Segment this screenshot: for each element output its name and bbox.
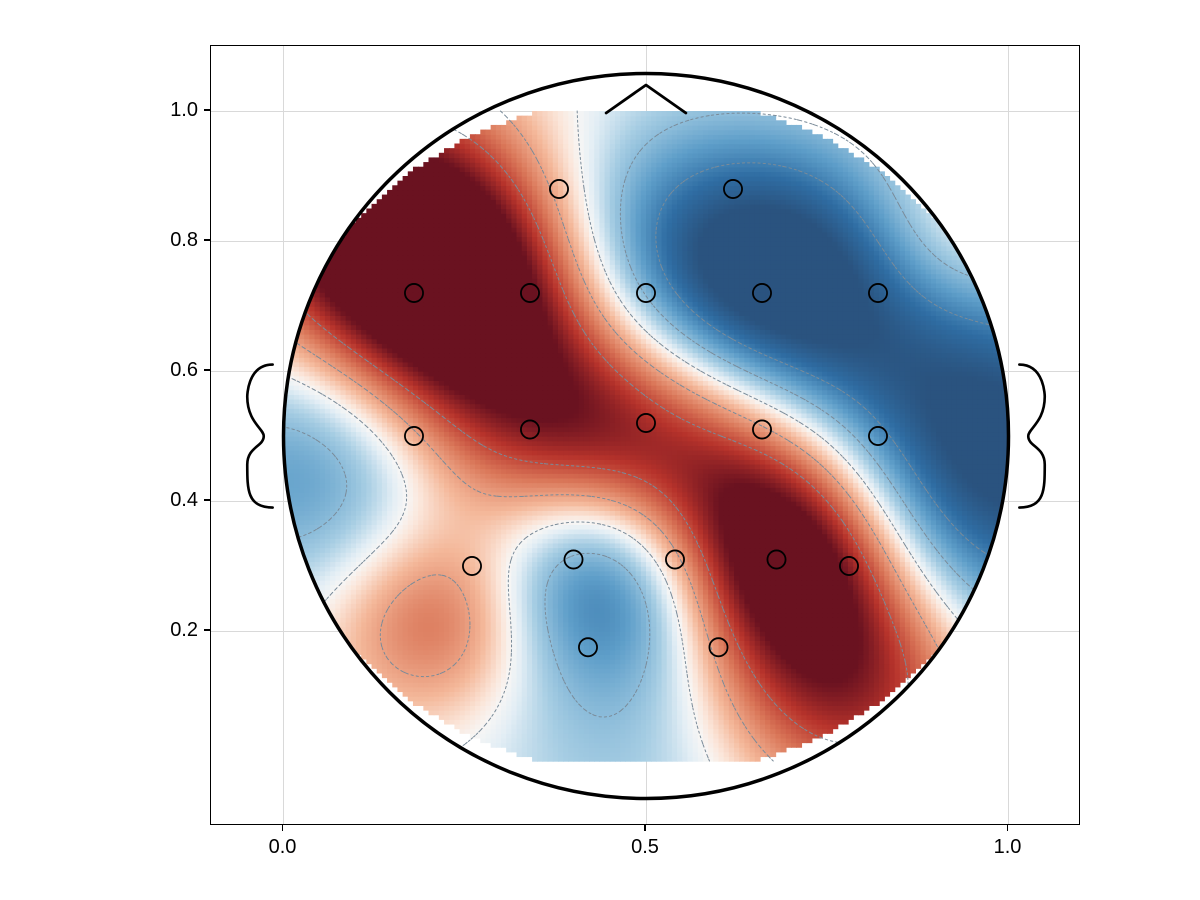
ear-right: [1019, 365, 1044, 508]
electrode-marker: [767, 550, 785, 568]
tick-label-y: 0.2: [170, 620, 198, 640]
tick-label-y: 0.8: [170, 230, 198, 250]
tick-mark-x: [644, 825, 645, 831]
electrode-marker: [753, 420, 771, 438]
electrode-marker: [666, 550, 684, 568]
electrode-marker: [709, 638, 727, 656]
ear-left: [247, 365, 272, 508]
electrode-marker: [405, 284, 423, 302]
tick-label-y: 0.4: [170, 490, 198, 510]
tick-label-x: 0.5: [631, 837, 659, 857]
topomap: [151, 0, 1141, 886]
tick-mark-y: [204, 369, 210, 370]
electrode-marker: [579, 638, 597, 656]
electrode-marker: [405, 427, 423, 445]
tick-label-y: 0.6: [170, 360, 198, 380]
tick-label-y: 1.0: [170, 100, 198, 120]
tick-label-x: 0.0: [269, 837, 297, 857]
tick-mark-x: [1007, 825, 1008, 831]
electrode-marker: [564, 550, 582, 568]
tick-mark-y: [204, 499, 210, 500]
tick-label-x: 1.0: [994, 837, 1022, 857]
figure: 0.0 0.5 1.0 0.2 0.4 0.6 0.8 1.0: [0, 0, 1200, 900]
electrode-marker: [869, 427, 887, 445]
electrode-marker: [869, 284, 887, 302]
plot-panel: [210, 45, 1080, 825]
electrode-marker: [637, 284, 655, 302]
electrode-marker: [521, 284, 539, 302]
tick-mark-y: [204, 239, 210, 240]
electrode-marker: [550, 180, 568, 198]
electrode-marker: [521, 420, 539, 438]
tick-mark-x: [282, 825, 283, 831]
electrode-marker: [753, 284, 771, 302]
electrode-marker: [463, 557, 481, 575]
electrode-marker: [840, 557, 858, 575]
electrode-marker: [637, 414, 655, 432]
nose: [606, 85, 686, 113]
electrode-marker: [724, 180, 742, 198]
tick-mark-y: [204, 629, 210, 630]
tick-mark-y: [204, 109, 210, 110]
